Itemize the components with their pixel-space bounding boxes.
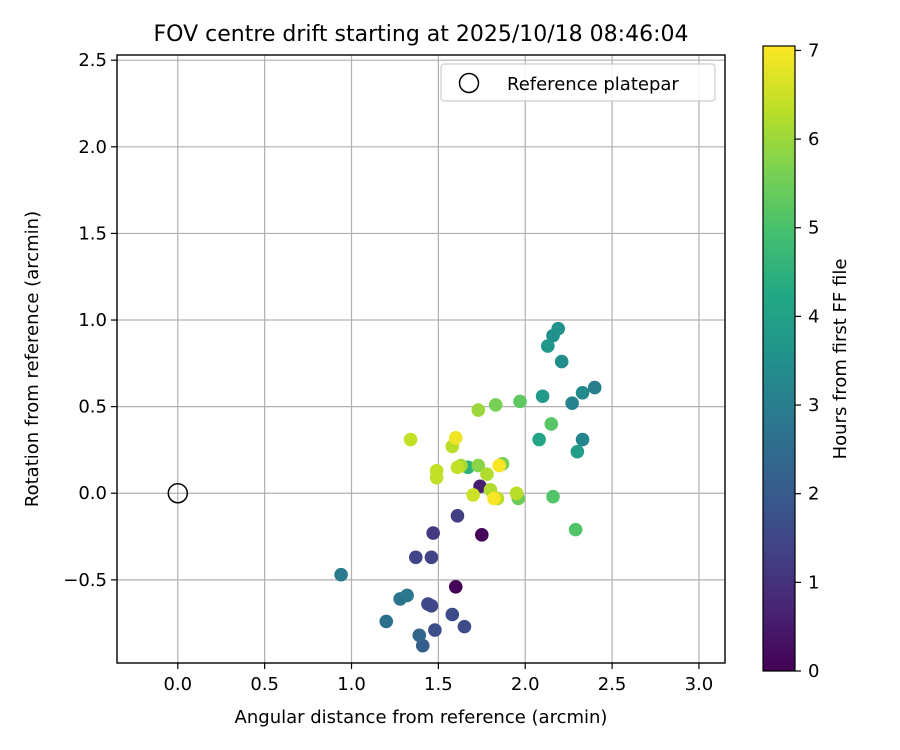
data-point [379,614,394,629]
data-point [466,488,480,502]
data-point [575,385,590,400]
data-points [334,321,602,653]
x-tick-label: 3.0 [685,674,714,695]
data-point [412,628,427,643]
x-tick-label: 0.0 [163,674,192,695]
colorbar-tick-label: 2 [808,484,819,505]
x-tick-label: 1.0 [337,674,366,695]
colorbar-tick-label: 6 [808,129,819,150]
data-point [408,550,423,565]
data-point [570,444,585,459]
data-point [448,579,463,594]
colorbar-ticks: 0 1 2 3 4 5 6 7 [795,40,819,682]
data-point [488,398,503,412]
axis-ticks: 0.0 0.5 1.0 1.5 2.0 2.5 3.0 −0.5 0.0 0.5 1.0 1.5 2.0… [63,50,713,695]
y-tick-label: 2.0 [78,137,107,158]
data-point [400,588,414,603]
y-tick-label: 0.0 [78,483,107,504]
colorbar-tick-label: 3 [808,395,819,416]
y-axis-label: Rotation from reference (arcmin) [22,211,43,507]
data-point [471,458,486,473]
plot-frame [116,54,726,664]
data-point [513,394,527,409]
y-tick-label: 1.5 [78,223,107,244]
data-point [471,403,486,417]
reference-marker [167,482,189,504]
data-point [450,508,465,523]
data-point [544,417,559,431]
data-point [448,431,463,445]
x-tick-label: 2.0 [511,674,540,695]
data-point [587,380,602,395]
data-point [415,638,430,653]
legend-box [440,63,716,102]
legend-reference-marker [458,72,480,94]
colorbar [762,45,796,672]
data-point [568,522,583,537]
data-point [426,526,440,540]
data-point [457,619,472,634]
data-point [535,389,550,404]
chart-title: FOV centre drift starting at 2025/10/18 … [154,22,689,47]
data-point [554,354,569,369]
colorbar-tick-label: 5 [808,218,819,239]
x-tick-label: 0.5 [250,674,279,695]
y-tick-label: −0.5 [63,570,107,591]
data-point [424,550,439,565]
data-point [429,470,444,485]
colorbar-tick-label: 0 [808,661,819,682]
data-point [445,607,460,622]
data-point [532,432,546,447]
x-tick-label: 2.5 [598,674,627,695]
colorbar-tick-label: 1 [808,572,819,593]
colorbar-tick-label: 4 [808,306,819,327]
data-point [334,567,348,582]
x-axis-label: Angular distance from reference (arcmin) [235,707,608,728]
y-tick-label: 0.5 [78,397,107,418]
data-point [509,486,524,501]
grid-lines [117,55,725,663]
data-point [541,339,555,353]
data-point [492,458,506,473]
legend-entry-reference-platepar: Reference platepar [507,74,679,95]
legend: Reference platepar [440,63,716,102]
data-point [403,432,418,447]
data-point [487,491,501,506]
data-point [551,321,566,336]
data-point [546,489,560,504]
data-point [421,597,435,611]
data-point [475,528,489,542]
y-tick-label: 2.5 [78,50,107,71]
reference-platepar-point [167,482,189,504]
data-point [565,396,579,410]
x-tick-label: 1.5 [424,674,453,695]
colorbar-tick-label: 7 [808,40,819,61]
y-tick-label: 1.0 [78,310,107,331]
data-point [428,623,442,637]
colorbar-label: Hours from first FF file [830,259,851,460]
data-point [575,432,590,447]
data-point [480,467,494,481]
data-point [450,460,465,475]
